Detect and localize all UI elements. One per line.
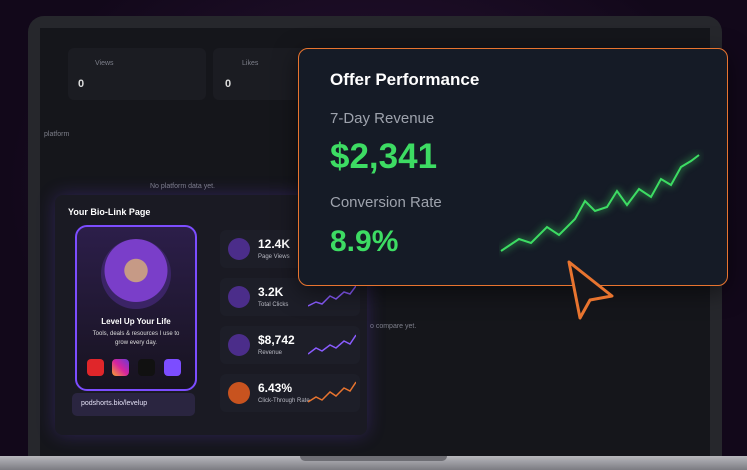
revenue-value: $2,341	[330, 137, 438, 176]
card-label: Likes	[242, 60, 259, 67]
stat-icon	[228, 382, 250, 404]
url-pill[interactable]: podshorts.bio/levelup	[72, 393, 195, 416]
sparkline	[308, 334, 356, 355]
instagram-icon[interactable]	[112, 359, 129, 376]
stat-value: $8,742	[258, 333, 295, 347]
mail-icon[interactable]	[164, 359, 181, 376]
tiktok-icon[interactable]	[138, 359, 155, 376]
phone-heading: Level Up Your Life	[101, 317, 171, 326]
stat-value: 3.2K	[258, 285, 284, 299]
stat-icon	[228, 286, 250, 308]
conversion-value: 8.9%	[330, 225, 399, 258]
stat-icon	[228, 334, 250, 356]
card-value: 0	[225, 78, 232, 90]
sparkline	[308, 381, 356, 403]
phone: Level Up Your Life Tools, deals & resour…	[75, 225, 197, 391]
empty-note: No platform data yet.	[150, 183, 215, 190]
stat-label: Total Clicks	[258, 302, 289, 308]
conversion-label: Conversion Rate	[330, 194, 442, 211]
stat-label: Click-Through Rate	[258, 398, 310, 404]
avatar	[101, 239, 171, 309]
sparkline	[308, 285, 356, 307]
stat-label: Revenue	[258, 350, 283, 356]
stat-icon	[228, 238, 250, 260]
stat-label: Page Views	[258, 254, 290, 260]
offer-title: Offer Performance	[330, 70, 480, 89]
stat-card: $8,742 Revenue	[220, 326, 360, 364]
base-notch	[300, 456, 447, 461]
youtube-icon[interactable]	[87, 359, 104, 376]
views-card: Views 0	[68, 48, 206, 100]
stat-card: 6.43% Click-Through Rate	[220, 374, 360, 412]
revenue-label: 7-Day Revenue	[330, 110, 435, 127]
offer-card: Offer Performance 7-Day Revenue $2,341 C…	[298, 48, 728, 286]
laptop-base	[0, 456, 747, 470]
card-label: Views	[95, 60, 114, 67]
url-text: podshorts.bio/levelup	[81, 400, 148, 407]
panel-title: Your Bio-Link Page	[68, 207, 151, 217]
stat-value: 6.43%	[258, 381, 293, 395]
phone-tagline: Tools, deals & resources I use to grow e…	[92, 331, 180, 346]
panel-label: platform	[44, 131, 70, 138]
compare-note: o compare yet.	[370, 323, 417, 330]
revenue-sparkline	[500, 154, 700, 252]
cursor	[567, 260, 614, 320]
stat-value: 12.4K	[258, 237, 291, 251]
card-value: 0	[78, 78, 85, 90]
